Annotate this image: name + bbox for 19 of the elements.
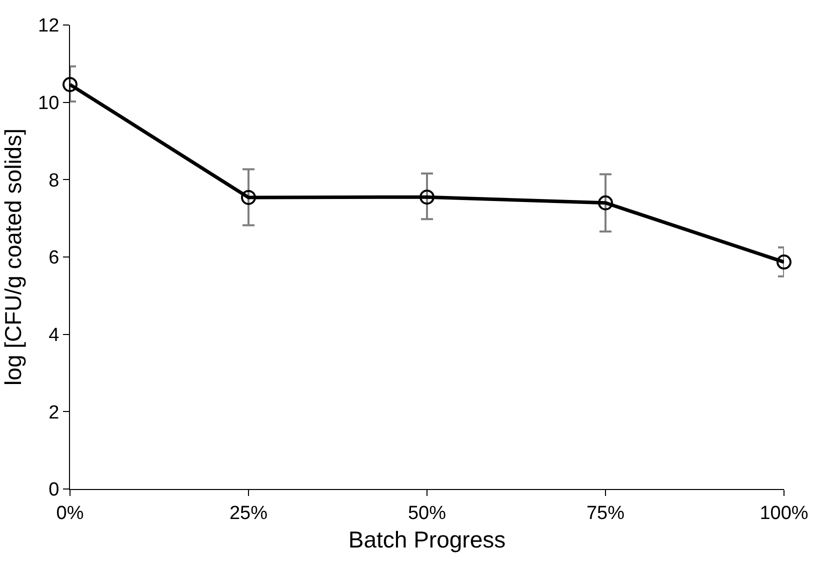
x-tick-label: 50% (408, 502, 446, 524)
y-tick-label: 8 (48, 170, 60, 192)
y-tick-label: 4 (48, 324, 60, 346)
point (241, 190, 256, 205)
x-tick-label: 75% (586, 502, 625, 524)
x-tick-label: 0% (56, 502, 84, 524)
point (776, 254, 792, 270)
x-tick-label: 25% (229, 502, 268, 524)
y-tick-label: 10 (38, 92, 60, 114)
y-tick-label: 0 (48, 480, 60, 501)
x-tick-label: 100% (760, 502, 808, 524)
x-axis-title: Batch Progress (348, 526, 506, 552)
y-tick-label: 6 (48, 248, 60, 269)
y-tick-label: 12 (38, 16, 60, 37)
point (62, 77, 78, 92)
y-axis-title: log [CFU/g coated solids] (0, 128, 26, 386)
point (420, 190, 434, 205)
y-tick-label: 2 (48, 402, 60, 424)
point (598, 195, 613, 210)
